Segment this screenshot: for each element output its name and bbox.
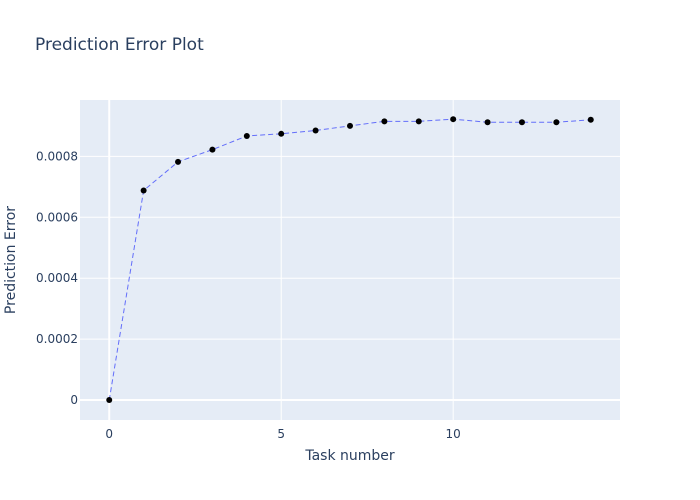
x-tick-label: 5 (277, 427, 285, 441)
data-point (140, 187, 147, 194)
grid-lines (80, 100, 620, 420)
data-point (553, 119, 560, 126)
data-point (450, 116, 457, 123)
y-tick-label: 0.0004 (36, 271, 78, 285)
data-point (484, 119, 491, 126)
data-point (312, 127, 319, 134)
x-axis-title: Task number (304, 448, 395, 464)
data-point (106, 397, 113, 404)
data-point (518, 119, 525, 126)
y-tick-label: 0.0002 (36, 332, 78, 346)
y-tick-label: 0 (70, 393, 78, 407)
data-point (209, 146, 216, 153)
x-tick-label: 0 (105, 427, 113, 441)
y-axis-title: Prediction Error (3, 206, 19, 314)
data-point (175, 158, 182, 165)
data-point (278, 130, 285, 137)
data-point (415, 118, 422, 125)
tick-labels: 0 5 10 0 0.0002 0.0004 0.0006 0.0008 (36, 149, 461, 441)
y-tick-label: 0.0006 (36, 210, 78, 224)
x-tick-label: 10 (446, 427, 461, 441)
data-point (243, 132, 250, 139)
series-layer (106, 116, 594, 404)
data-point (587, 116, 594, 123)
data-point (347, 122, 353, 129)
data-point (381, 118, 388, 125)
y-tick-label: 0.0008 (36, 149, 78, 163)
plot-area (80, 100, 620, 420)
chart-title: Prediction Error Plot (35, 35, 204, 55)
